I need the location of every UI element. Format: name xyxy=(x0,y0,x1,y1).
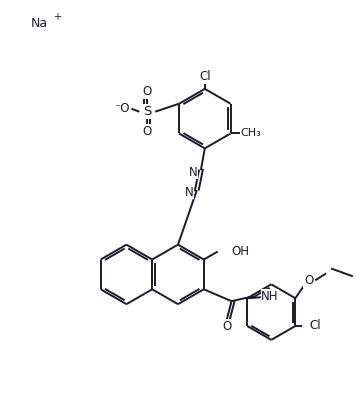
Text: S: S xyxy=(143,105,152,118)
Text: O: O xyxy=(143,125,152,138)
Text: OH: OH xyxy=(231,245,249,258)
Text: O: O xyxy=(305,274,314,287)
Text: Cl: Cl xyxy=(309,320,321,333)
Text: O: O xyxy=(143,85,152,98)
Text: CH₃: CH₃ xyxy=(240,128,261,139)
Text: +: + xyxy=(53,12,61,22)
Text: ⁻O: ⁻O xyxy=(114,102,129,115)
Text: Cl: Cl xyxy=(199,71,211,84)
Text: NH: NH xyxy=(261,290,279,303)
Text: Na: Na xyxy=(31,17,48,30)
Text: N: N xyxy=(185,186,193,199)
Text: N: N xyxy=(189,166,197,179)
Text: O: O xyxy=(222,320,231,333)
